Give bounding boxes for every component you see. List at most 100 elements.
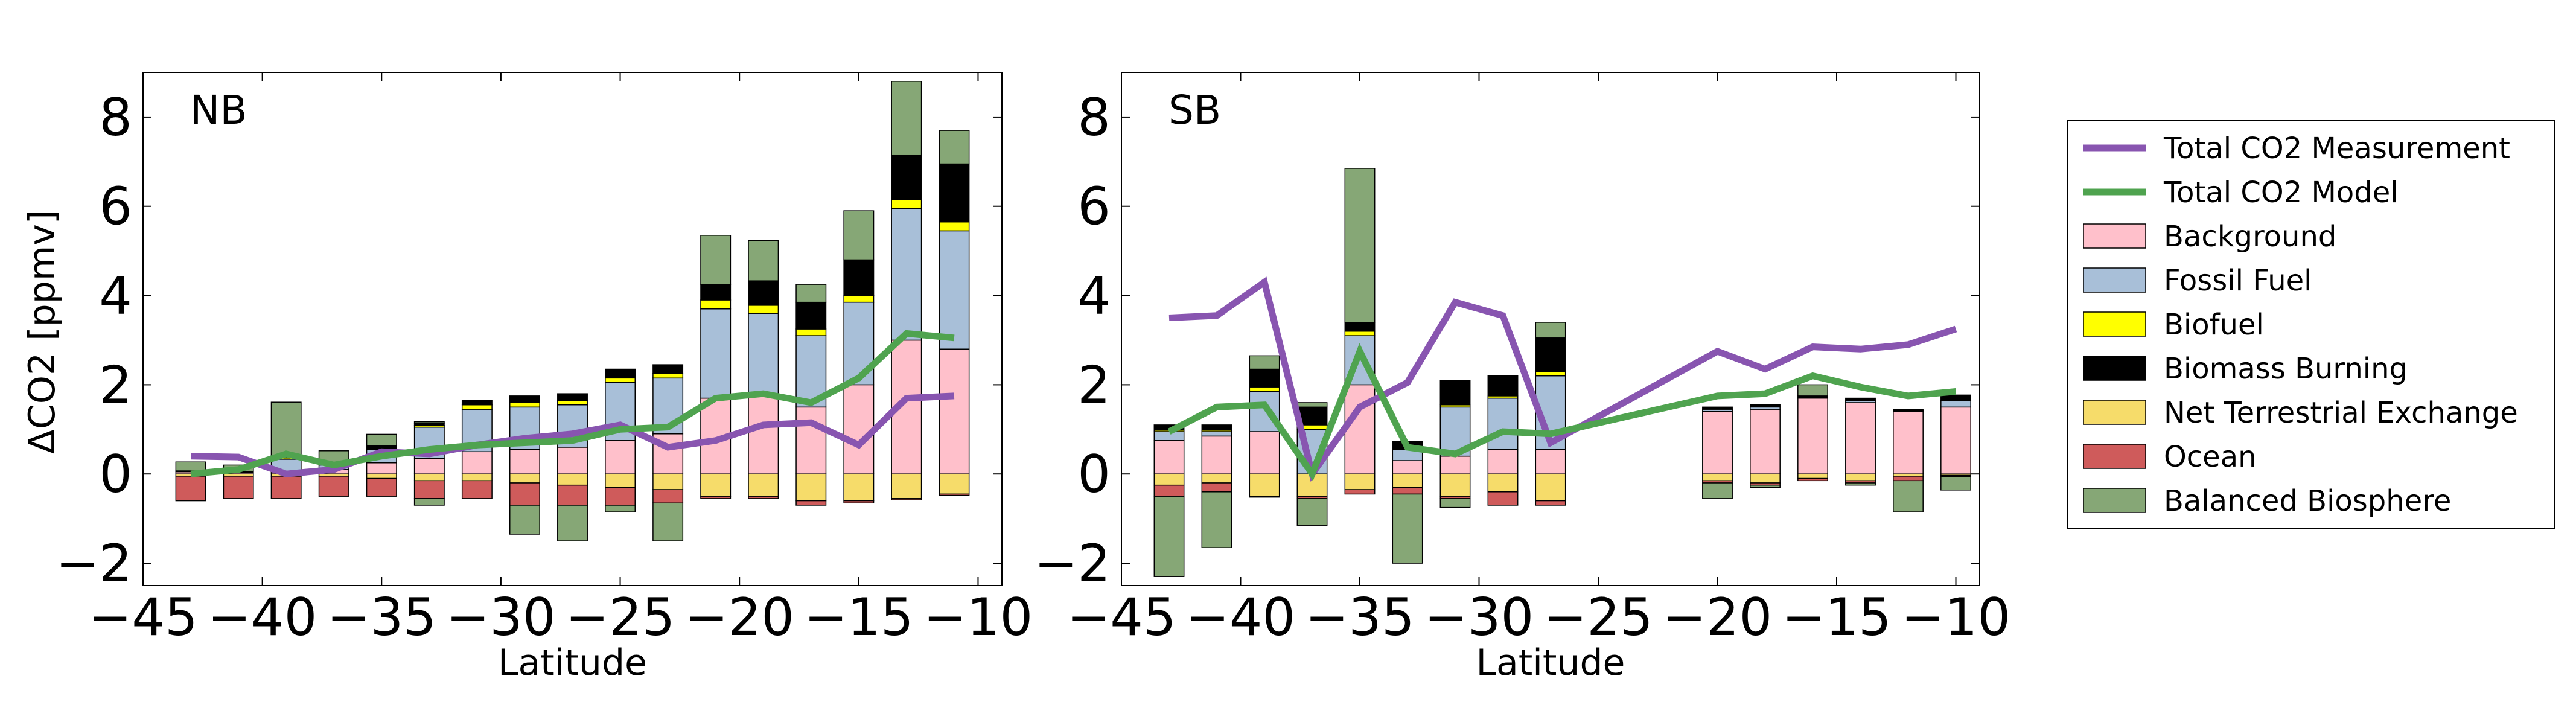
bar-segment [1535, 500, 1566, 506]
bar-segment [1249, 368, 1280, 388]
bar-segment [366, 433, 397, 446]
bar-segment [1249, 473, 1280, 497]
bar-segment [1893, 409, 1924, 412]
bar-segment [1702, 406, 1733, 410]
bar-segment [413, 473, 445, 482]
bar-segment [700, 496, 732, 499]
bar-segment [652, 364, 684, 374]
x-tick-label: −30 [1424, 587, 1534, 648]
bar-segment [1845, 473, 1876, 482]
legend-patch-swatch [2083, 267, 2146, 293]
bar-segment [605, 505, 636, 512]
legend-patch-swatch [2083, 356, 2146, 381]
legend-label: Total CO2 Model [2163, 176, 2399, 209]
y-tick-label: 2 [99, 355, 132, 415]
x-axis-label: Latitude [1476, 642, 1625, 684]
y-tick-label: 0 [1077, 444, 1111, 505]
bar-segment [795, 328, 827, 336]
bar-segment [1392, 487, 1423, 495]
bar-segment [939, 230, 970, 350]
bar-segment [413, 480, 445, 499]
bar-segment [509, 505, 540, 535]
bar-segment [1750, 409, 1781, 474]
x-tick-label: −30 [446, 587, 556, 648]
bar-segment [1797, 473, 1828, 479]
bar-segment [605, 377, 636, 383]
bar-segment [461, 473, 493, 482]
y-tick-label: 8 [99, 88, 132, 148]
y-tick-label: 0 [99, 444, 132, 505]
bar-segment [748, 280, 779, 306]
bar-segment [366, 473, 397, 479]
bar-segment [366, 462, 397, 474]
bar-segment [1940, 400, 1971, 408]
x-tick-label: −40 [1186, 587, 1296, 648]
bar-segment [1535, 473, 1566, 502]
bar-segment [843, 500, 875, 504]
bar-segment [939, 348, 970, 474]
bar-segment [891, 473, 922, 499]
bar-segment [891, 208, 922, 341]
legend-label: Biofuel [2164, 308, 2264, 342]
series-line [1167, 343, 1957, 481]
bar-segment [1344, 168, 1376, 323]
legend-patch-swatch [2083, 400, 2146, 425]
x-tick-label: −20 [684, 587, 794, 648]
bar-segment [843, 259, 875, 296]
x-tick-label: −25 [566, 587, 675, 648]
legend-patch-swatch [2083, 488, 2146, 513]
panel-title: NB [190, 87, 247, 133]
bar-segment [1487, 375, 1519, 397]
bar-segment [509, 473, 540, 484]
bar-segment [1487, 449, 1519, 474]
bar-segment [557, 447, 588, 474]
bar-segment [748, 305, 779, 314]
bar-segment [700, 299, 732, 310]
bar-segment [1439, 498, 1471, 508]
bar-segment [557, 393, 588, 401]
bar-segment [1797, 397, 1828, 474]
bar-segment [1392, 460, 1423, 474]
bar-segment [891, 199, 922, 209]
bar-segment [795, 406, 827, 474]
y-tick-label: 2 [1077, 355, 1111, 415]
bar-segment [175, 476, 206, 502]
bar-segment [1439, 473, 1471, 497]
bar-segment [700, 308, 732, 399]
y-tick-label: 6 [99, 177, 132, 237]
bar-segment [652, 373, 684, 379]
bar-segment [843, 210, 875, 261]
bar-segment [1344, 473, 1376, 490]
bar-segment [1535, 449, 1566, 474]
bar-segment [652, 473, 684, 490]
bar-segment [1845, 402, 1876, 474]
bar-segment [270, 476, 302, 499]
x-tick-label: −45 [1066, 587, 1176, 648]
legend: Total CO2 Measurement Total CO2 Model Back… [2067, 120, 2555, 529]
bar-segment [1201, 431, 1232, 437]
bar-segment [1893, 410, 1924, 474]
bar-segment [1201, 473, 1232, 484]
bar-segment [1702, 473, 1733, 482]
y-tick-label: 6 [1077, 177, 1111, 237]
bar-segment [1153, 440, 1185, 474]
bar-segment [1893, 480, 1924, 512]
bar-segment [891, 81, 922, 156]
legend-label: Balanced Biosphere [2164, 484, 2451, 518]
y-tick-label: 4 [99, 266, 132, 327]
bar-segment [366, 477, 397, 497]
legend-patch-swatch [2083, 223, 2146, 249]
bar-segment [795, 473, 827, 502]
bar-segment [557, 473, 588, 486]
bar-segment [700, 235, 732, 285]
bar-segment [1249, 431, 1280, 474]
x-axis-label: Latitude [498, 642, 647, 684]
bar-segment [1535, 322, 1566, 339]
x-tick-label: −25 [1543, 587, 1653, 648]
legend-label: Total CO2 Measurement [2163, 132, 2510, 165]
legend-label: Biomass Burning [2164, 352, 2408, 386]
bar-segment [939, 221, 970, 232]
bar-segment [1201, 491, 1232, 548]
bar-segment [605, 368, 636, 379]
